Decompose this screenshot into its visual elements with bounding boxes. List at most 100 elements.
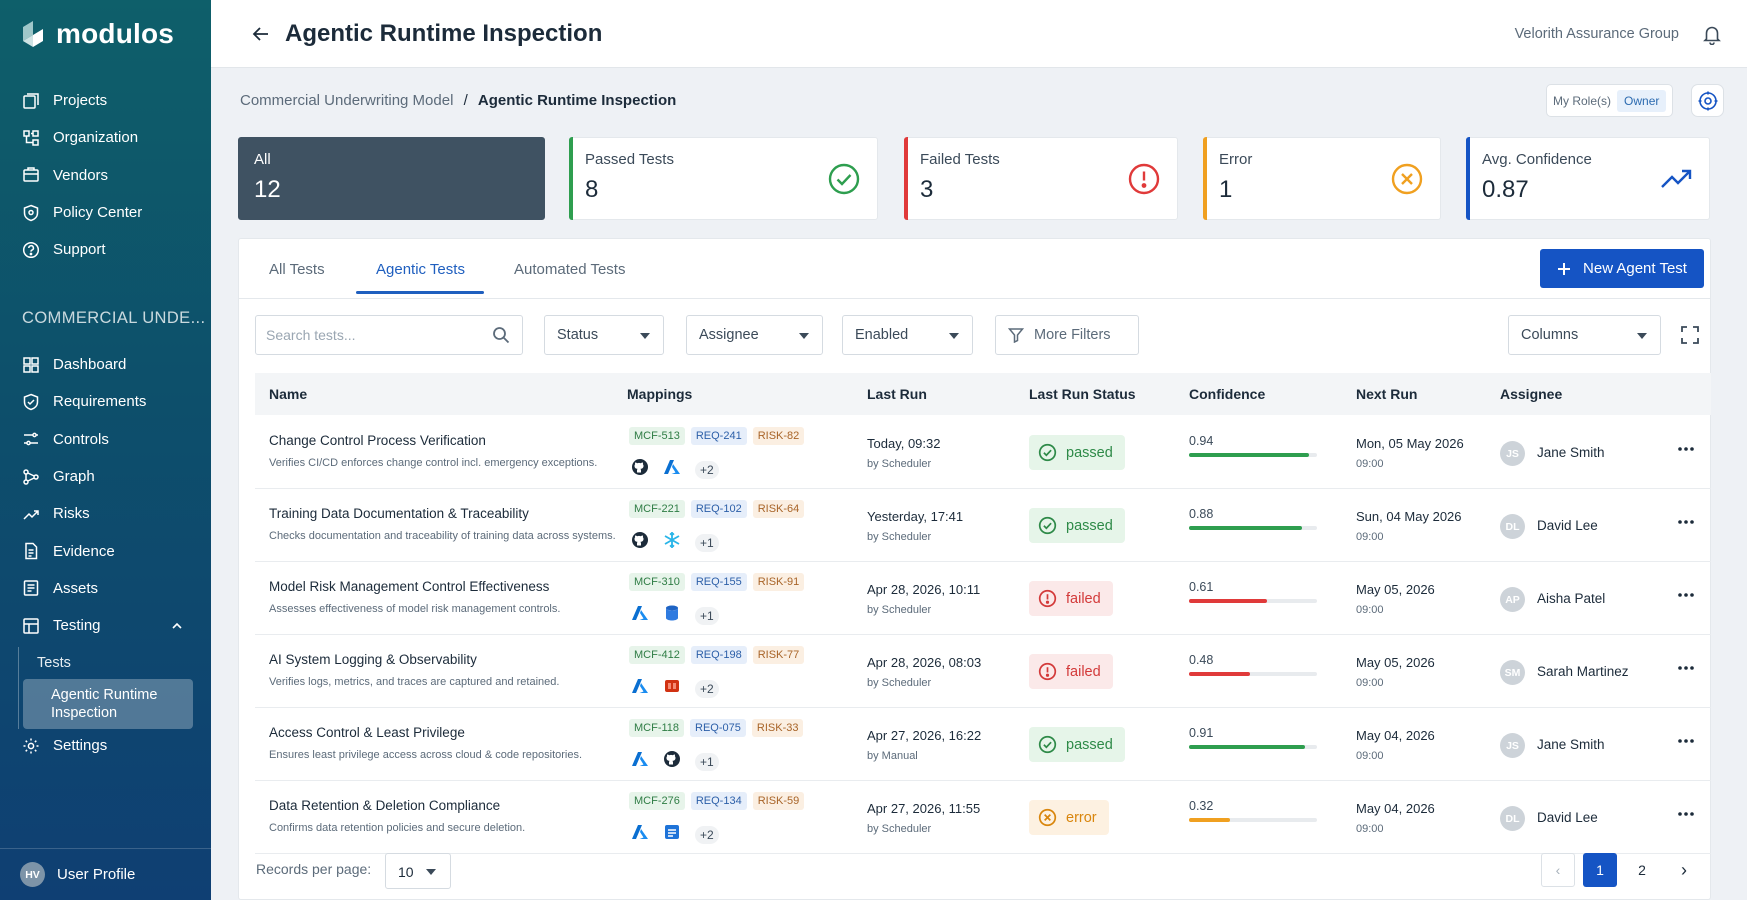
more-options-icon[interactable]	[1677, 811, 1695, 817]
more-mappings-badge[interactable]: +1	[695, 752, 719, 771]
test-name[interactable]: Access Control & Least Privilege	[269, 725, 465, 740]
more-options-icon[interactable]	[1677, 592, 1695, 598]
more-filters-button[interactable]: More Filters	[995, 315, 1139, 355]
next-run-time: 09:00	[1356, 750, 1384, 762]
req-tag[interactable]: REQ-155	[690, 573, 747, 591]
sidebar-item-support[interactable]: Support	[0, 231, 211, 268]
previous-page-button[interactable]: ‹	[1541, 853, 1575, 887]
table-row[interactable]: Data Retention & Deletion Compliance Conf…	[255, 781, 1711, 854]
next-page-button[interactable]: ›	[1681, 859, 1687, 880]
column-header-assignee[interactable]: Assignee	[1500, 386, 1563, 402]
more-options-icon[interactable]	[1677, 519, 1695, 525]
column-header-last-run[interactable]: Last Run	[867, 386, 927, 402]
tab-all-tests[interactable]: All Tests	[269, 261, 325, 278]
sidebar-item-testing[interactable]: Testing	[0, 607, 211, 644]
more-mappings-badge[interactable]: +1	[695, 606, 719, 625]
req-tag[interactable]: REQ-102	[690, 500, 747, 518]
mcf-tag[interactable]: MCF-412	[629, 646, 685, 664]
req-tag[interactable]: REQ-075	[690, 719, 746, 737]
sidebar-item-evidence[interactable]: Evidence	[0, 532, 211, 569]
project-settings-button[interactable]	[1691, 84, 1724, 117]
column-header-mappings[interactable]: Mappings	[627, 386, 693, 402]
expand-icon[interactable]	[1680, 325, 1700, 345]
organization-name[interactable]: Velorith Assurance Group	[1514, 26, 1679, 42]
risk-tag[interactable]: RISK-82	[752, 427, 805, 445]
table-row[interactable]: Training Data Documentation & Traceabili…	[255, 489, 1711, 562]
back-arrow-icon[interactable]	[251, 24, 271, 44]
sidebar-item-controls[interactable]: Controls	[0, 421, 211, 458]
new-agent-test-button[interactable]: New Agent Test	[1540, 249, 1704, 288]
assignee-filter-dropdown[interactable]: Assignee	[686, 315, 823, 355]
risk-tag[interactable]: RISK-33	[751, 719, 804, 737]
stat-card-passed[interactable]: Passed Tests 8	[569, 137, 878, 220]
more-mappings-badge[interactable]: +2	[695, 679, 719, 698]
tab-automated-tests[interactable]: Automated Tests	[514, 261, 626, 278]
table-row[interactable]: AI System Logging & Observability Verifie…	[255, 635, 1711, 708]
gear-icon	[23, 738, 39, 754]
test-name[interactable]: Model Risk Management Control Effectiven…	[269, 579, 550, 594]
req-tag[interactable]: REQ-198	[690, 646, 747, 664]
confidence-bar	[1189, 672, 1317, 676]
risk-tag[interactable]: RISK-77	[752, 646, 805, 664]
user-profile[interactable]: HV User Profile	[0, 848, 211, 900]
status-filter-dropdown[interactable]: Status	[544, 315, 664, 355]
test-name[interactable]: Training Data Documentation & Traceabili…	[269, 506, 529, 521]
req-tag[interactable]: REQ-134	[690, 792, 747, 810]
stat-card-all[interactable]: All 12	[238, 137, 545, 220]
column-header-last-run-status[interactable]: Last Run Status	[1029, 386, 1136, 402]
mapping-tags: MCF-310 REQ-155 RISK-91	[629, 573, 805, 591]
test-name[interactable]: Data Retention & Deletion Compliance	[269, 798, 501, 813]
sidebar-item-dashboard[interactable]: Dashboard	[0, 346, 211, 383]
records-per-page-dropdown[interactable]: 10	[385, 853, 451, 889]
sidebar-subitem-tests[interactable]: Tests	[37, 655, 71, 671]
risk-tag[interactable]: RISK-91	[752, 573, 805, 591]
page-button-2[interactable]: 2	[1638, 862, 1646, 878]
sidebar-item-projects[interactable]: Projects	[0, 82, 211, 119]
test-name[interactable]: AI System Logging & Observability	[269, 652, 477, 667]
column-header-next-run[interactable]: Next Run	[1356, 386, 1418, 402]
table-row[interactable]: Change Control Process Verification Verif…	[255, 416, 1711, 489]
risk-tag[interactable]: RISK-59	[752, 792, 805, 810]
mcf-tag[interactable]: MCF-221	[629, 500, 685, 518]
stat-card-avg-confidence[interactable]: Avg. Confidence 0.87	[1466, 137, 1710, 220]
more-mappings-badge[interactable]: +2	[695, 460, 719, 479]
mcf-tag[interactable]: MCF-276	[629, 792, 685, 810]
stat-card-failed[interactable]: Failed Tests 3	[904, 137, 1178, 220]
columns-dropdown[interactable]: Columns	[1508, 315, 1661, 355]
page-button-1[interactable]: 1	[1583, 853, 1617, 887]
mcf-tag[interactable]: MCF-513	[629, 427, 685, 445]
breadcrumb-parent[interactable]: Commercial Underwriting Model	[240, 92, 454, 109]
more-mappings-badge[interactable]: +1	[695, 533, 719, 552]
more-options-icon[interactable]	[1677, 446, 1695, 452]
enabled-filter-dropdown[interactable]: Enabled	[842, 315, 973, 355]
mcf-tag[interactable]: MCF-118	[629, 719, 685, 737]
table-row[interactable]: Model Risk Management Control Effectiven…	[255, 562, 1711, 635]
table-row[interactable]: Access Control & Least Privilege Ensures …	[255, 708, 1711, 781]
mcf-tag[interactable]: MCF-310	[629, 573, 685, 591]
search-input[interactable]: Search tests...	[255, 315, 523, 355]
more-options-icon[interactable]	[1677, 665, 1695, 671]
sidebar-item-settings[interactable]: Settings	[0, 727, 211, 764]
test-name[interactable]: Change Control Process Verification	[269, 433, 486, 448]
sidebar-item-risks[interactable]: Risks	[0, 495, 211, 532]
column-header-confidence[interactable]: Confidence	[1189, 386, 1266, 402]
bell-icon[interactable]	[1701, 23, 1723, 45]
sidebar-item-assets[interactable]: Assets	[0, 570, 211, 607]
project-section-label[interactable]: COMMERCIAL UNDE...	[22, 309, 206, 327]
brand-logo[interactable]: modulos	[20, 18, 174, 50]
req-tag[interactable]: REQ-241	[690, 427, 747, 445]
risk-tag[interactable]: RISK-64	[752, 500, 805, 518]
sidebar-item-requirements[interactable]: Requirements	[0, 383, 211, 420]
sidebar-item-policy-center[interactable]: Policy Center	[0, 194, 211, 231]
stat-card-error[interactable]: Error 1	[1203, 137, 1441, 220]
sidebar-item-vendors[interactable]: Vendors	[0, 157, 211, 194]
sidebar-item-graph[interactable]: Graph	[0, 458, 211, 495]
more-options-icon[interactable]	[1677, 738, 1695, 744]
sidebar-subitem-agentic-runtime-inspection[interactable]: Agentic Runtime Inspection	[23, 679, 193, 729]
tab-agentic-tests[interactable]: Agentic Tests	[376, 261, 465, 278]
chevron-up-icon[interactable]	[171, 620, 183, 632]
sidebar-item-organization[interactable]: Organization	[0, 119, 211, 156]
more-mappings-badge[interactable]: +2	[695, 825, 719, 844]
column-header-name[interactable]: Name	[269, 386, 308, 402]
sidebar-item-label: Graph	[53, 468, 95, 486]
